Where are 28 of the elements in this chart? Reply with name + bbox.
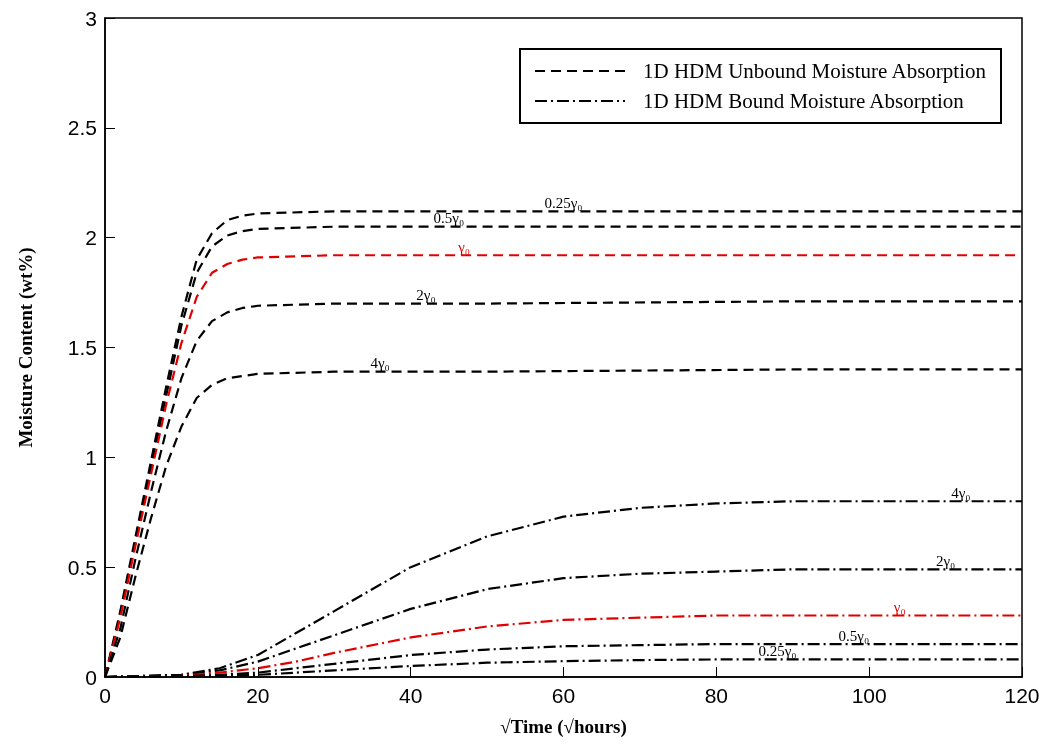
y-tick-label: 1.5	[67, 336, 97, 359]
annotation: 1D HDM Bound Moisture Absorption	[642, 88, 964, 114]
y-tick-label: 3	[85, 6, 97, 30]
y-tick-label: 1	[85, 445, 97, 469]
series-label: γ₀	[457, 238, 471, 255]
x-tick-label: 100	[851, 684, 887, 707]
x-tick-label: 0	[99, 684, 111, 707]
y-axis-title: Moisture Content (wt%)	[15, 247, 37, 448]
y-tick-label: 0	[85, 665, 97, 689]
x-tick-label: 20	[246, 684, 270, 707]
x-axis-title: √Time (√hours)	[500, 716, 627, 738]
series-label: 0.5γ₀	[838, 627, 870, 644]
y-tick-label: 0.5	[67, 555, 97, 579]
series-label: γ₀	[892, 598, 906, 615]
series-label: 4γ₀	[370, 355, 390, 372]
x-tick-label: 40	[398, 684, 423, 707]
x-tick-label: 60	[551, 684, 576, 707]
series-label: 0.25γ₀	[758, 642, 797, 659]
x-tick-label: 80	[704, 684, 729, 707]
annotation: 1D HDM Unbound Moisture Absorption	[642, 58, 986, 84]
series-label: 2γ₀	[935, 552, 956, 569]
series-label: 2γ₀	[416, 287, 436, 304]
series-label: 4γ₀	[951, 484, 971, 501]
x-tick-label: 120	[1004, 684, 1040, 707]
series-label: 0.5γ₀	[433, 210, 465, 227]
y-tick-label: 2.5	[67, 116, 97, 140]
series-label: 0.25γ₀	[544, 194, 583, 211]
y-tick-label: 2	[85, 226, 97, 250]
